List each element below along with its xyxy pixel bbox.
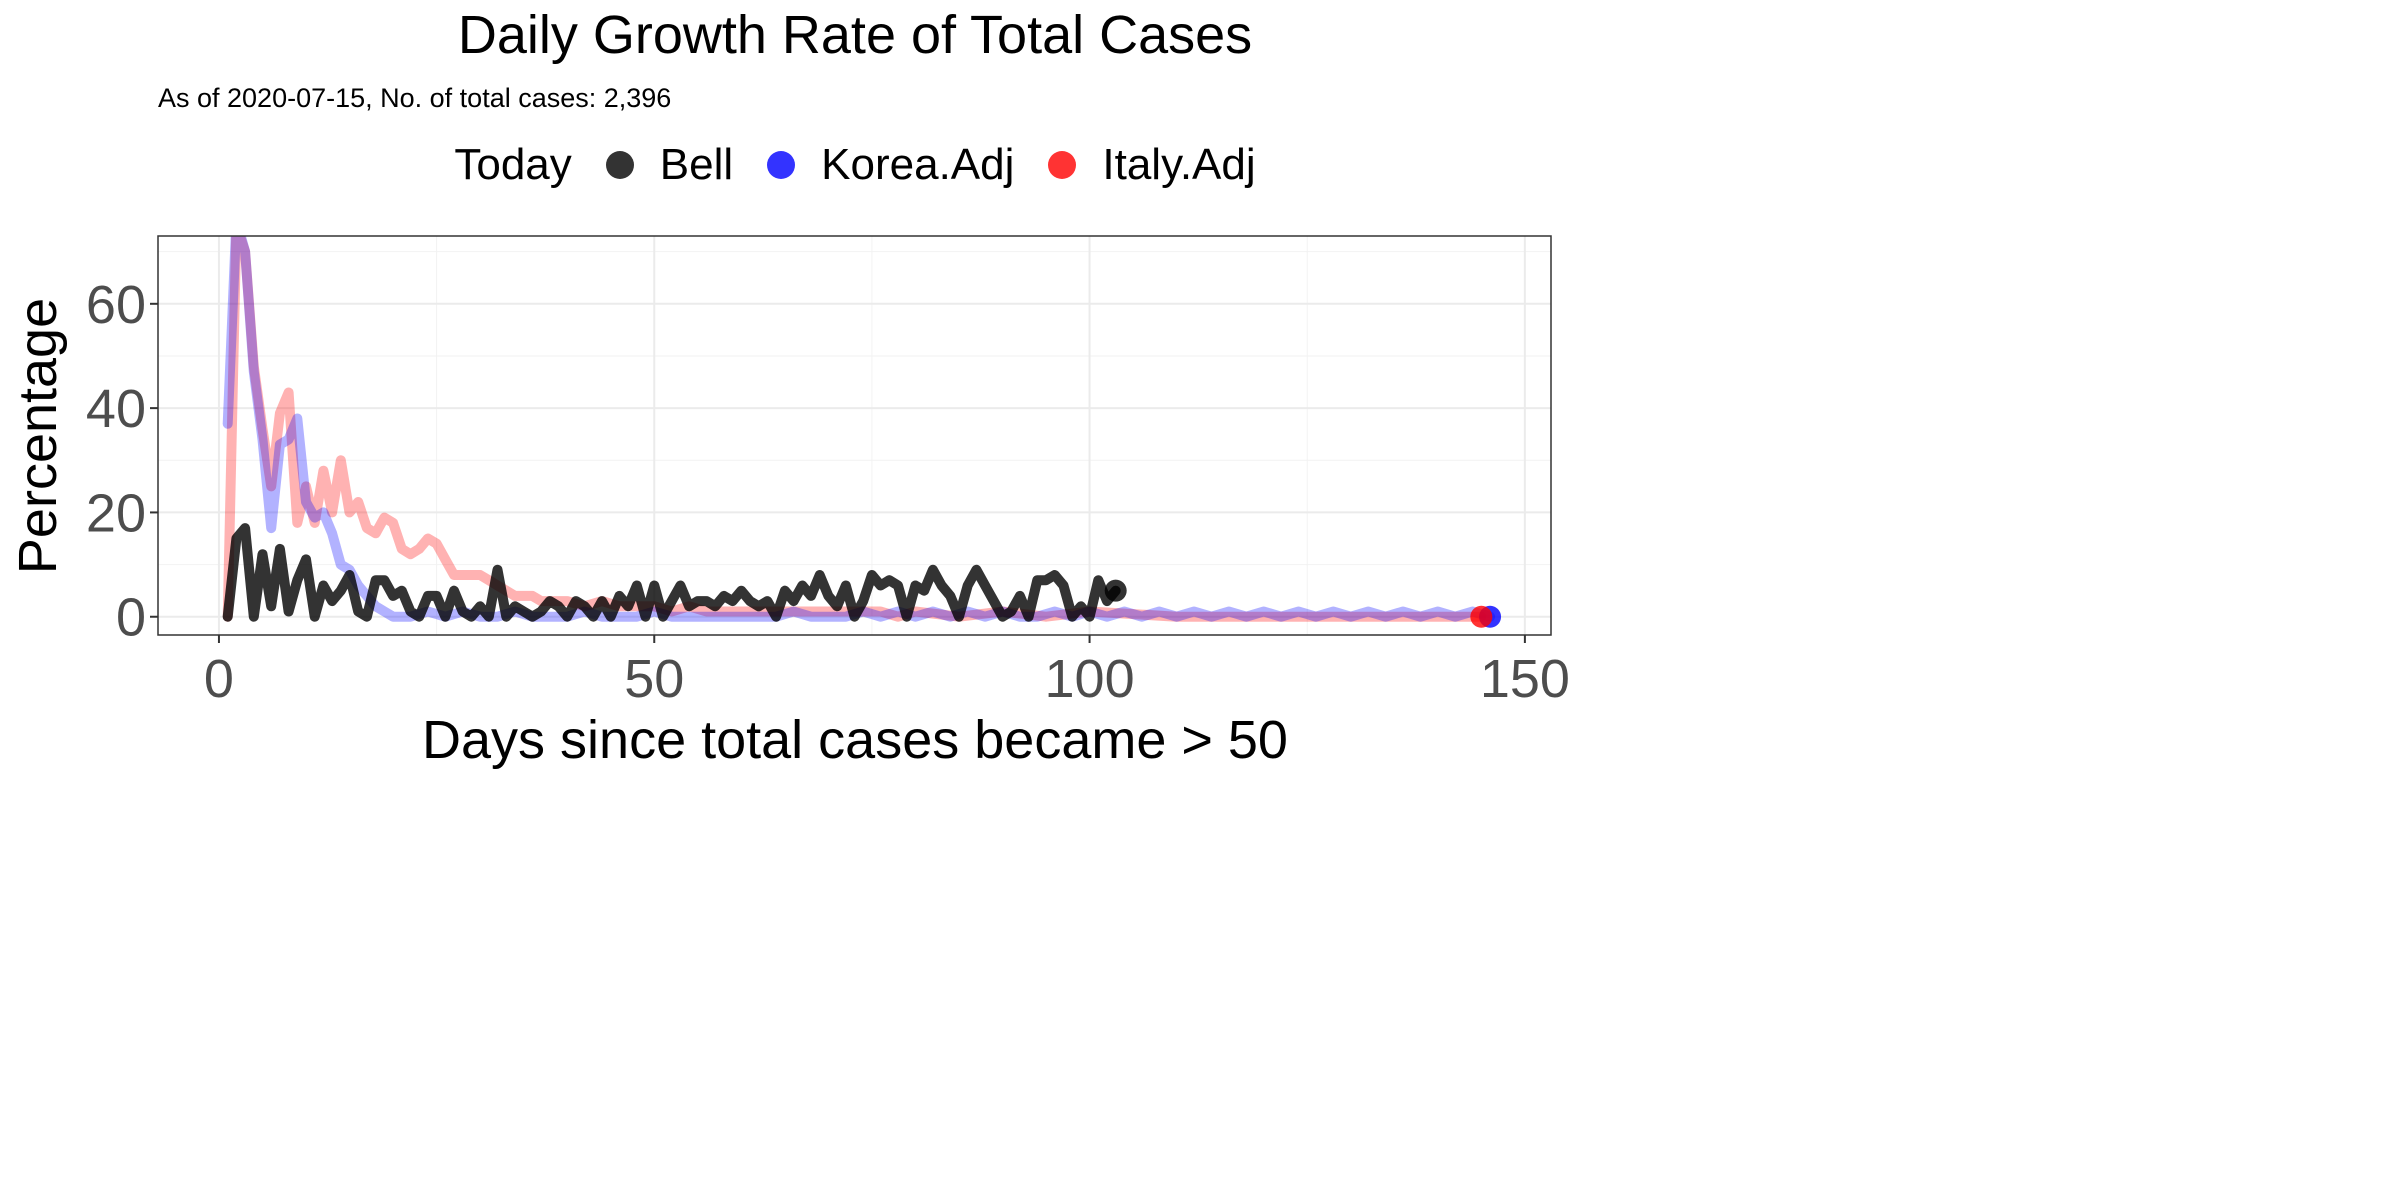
plot-border <box>157 235 1552 636</box>
legend-dot-korea <box>767 151 796 179</box>
grid-minor <box>158 236 1551 635</box>
x-tick-label: 0 <box>204 649 234 709</box>
x-tick-label: 150 <box>1480 649 1568 709</box>
plot-panel <box>158 236 1551 635</box>
legend-item-italy: Italy.Adj <box>1048 140 1256 190</box>
y-tick-label: 60 <box>86 275 146 335</box>
y-axis: 0 20 40 60 <box>86 275 158 648</box>
legend-label-italy: Italy.Adj <box>1102 140 1256 189</box>
series-layer <box>222 236 1496 622</box>
today-point-bell <box>1104 579 1127 602</box>
legend-item-bell: Bell <box>605 140 734 190</box>
legend-dot-italy <box>1048 151 1077 179</box>
y-tick-label: 0 <box>116 588 146 648</box>
chart-svg: 0 50 100 150 0 20 40 60 Days since total cases… <box>8 235 1568 770</box>
x-axis-title: Days since total cases became > 50 <box>422 710 1288 770</box>
x-tick-label: 100 <box>1045 649 1135 709</box>
legend-label-korea: Korea.Adj <box>821 140 1015 189</box>
series-line-italy-adj <box>222 236 1487 622</box>
x-tick-label: 50 <box>624 649 684 709</box>
legend-label-bell: Bell <box>659 140 734 189</box>
legend: Today Bell Korea.Adj Italy.Adj <box>0 140 1710 190</box>
y-axis-title: Percentage <box>8 298 68 574</box>
y-tick-label: 20 <box>86 483 146 543</box>
today-points <box>1104 579 1502 628</box>
legend-item-korea: Korea.Adj <box>767 140 1014 190</box>
series-line-bell <box>222 523 1121 622</box>
chart-title: Daily Growth Rate of Total Cases <box>457 5 1253 65</box>
grid-major <box>158 236 1551 635</box>
y-tick-label: 40 <box>86 379 146 439</box>
chart-subtitle: As of 2020-07-15, No. of total cases: 2,… <box>158 83 672 113</box>
legend-dot-bell <box>605 151 634 179</box>
legend-title: Today <box>454 140 572 189</box>
today-point-italy-adj <box>1470 605 1493 628</box>
x-axis: 0 50 100 150 <box>204 635 1568 709</box>
